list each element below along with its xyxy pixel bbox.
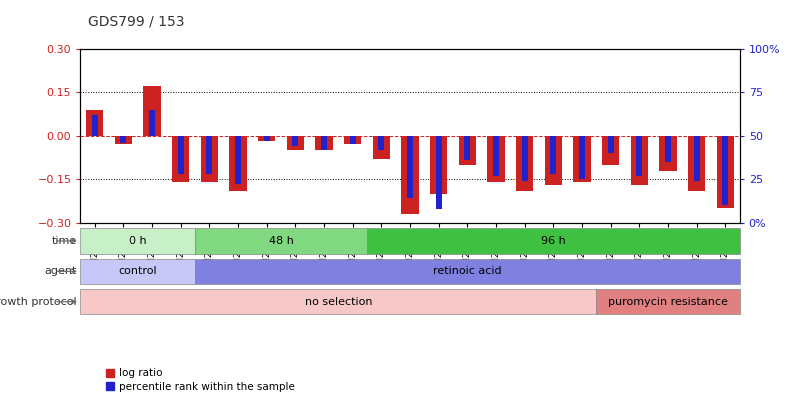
Bar (367, 228, 739, 254)
Bar (430, 136, 446, 194)
Bar (258, 136, 275, 141)
Bar (80, 228, 195, 254)
Bar (435, 136, 441, 209)
Bar (607, 136, 613, 153)
Bar (195, 259, 739, 284)
Bar (115, 136, 132, 145)
Text: no selection: no selection (304, 297, 372, 307)
Bar (464, 136, 470, 160)
Bar (658, 136, 676, 171)
Bar (521, 136, 527, 181)
Bar (693, 136, 699, 181)
Bar (715, 136, 733, 208)
Bar (401, 136, 418, 214)
Bar (578, 136, 585, 179)
Bar (287, 136, 304, 150)
Bar (344, 136, 361, 145)
Bar (234, 136, 241, 184)
Bar (120, 136, 126, 143)
Bar (149, 110, 155, 136)
Bar (86, 110, 104, 136)
Bar (630, 136, 647, 185)
Bar (516, 136, 532, 191)
Bar (664, 136, 671, 162)
Text: time: time (51, 236, 77, 246)
Text: 48 h: 48 h (268, 236, 293, 246)
Bar (229, 136, 247, 191)
Text: control: control (118, 266, 157, 276)
Bar (172, 136, 189, 182)
Legend: log ratio, percentile rank within the sample: log ratio, percentile rank within the sa… (101, 364, 299, 396)
Text: 96 h: 96 h (540, 236, 565, 246)
Bar (349, 136, 355, 145)
Text: retinoic acid: retinoic acid (433, 266, 501, 276)
Bar (550, 136, 556, 174)
Bar (487, 136, 504, 182)
Text: agent: agent (45, 266, 77, 276)
Bar (320, 136, 327, 149)
Bar (373, 136, 389, 159)
Bar (459, 136, 475, 165)
Text: growth protocol: growth protocol (0, 297, 77, 307)
Bar (201, 136, 218, 182)
Bar (195, 228, 367, 254)
Bar (92, 115, 98, 136)
Bar (263, 136, 269, 141)
Text: GDS799 / 153: GDS799 / 153 (88, 14, 185, 28)
Bar (406, 136, 413, 198)
Bar (721, 136, 728, 205)
Text: puromycin resistance: puromycin resistance (607, 297, 727, 307)
Bar (143, 86, 161, 136)
Bar (292, 136, 298, 146)
Bar (687, 136, 704, 191)
Bar (177, 136, 184, 174)
Bar (573, 136, 590, 182)
Bar (601, 136, 618, 165)
Bar (544, 136, 561, 185)
Text: 0 h: 0 h (128, 236, 146, 246)
Bar (206, 136, 212, 174)
Bar (635, 136, 642, 176)
Bar (80, 259, 195, 284)
Bar (315, 136, 332, 150)
Bar (492, 136, 499, 176)
Bar (80, 289, 596, 314)
Bar (378, 136, 384, 149)
Bar (596, 289, 739, 314)
